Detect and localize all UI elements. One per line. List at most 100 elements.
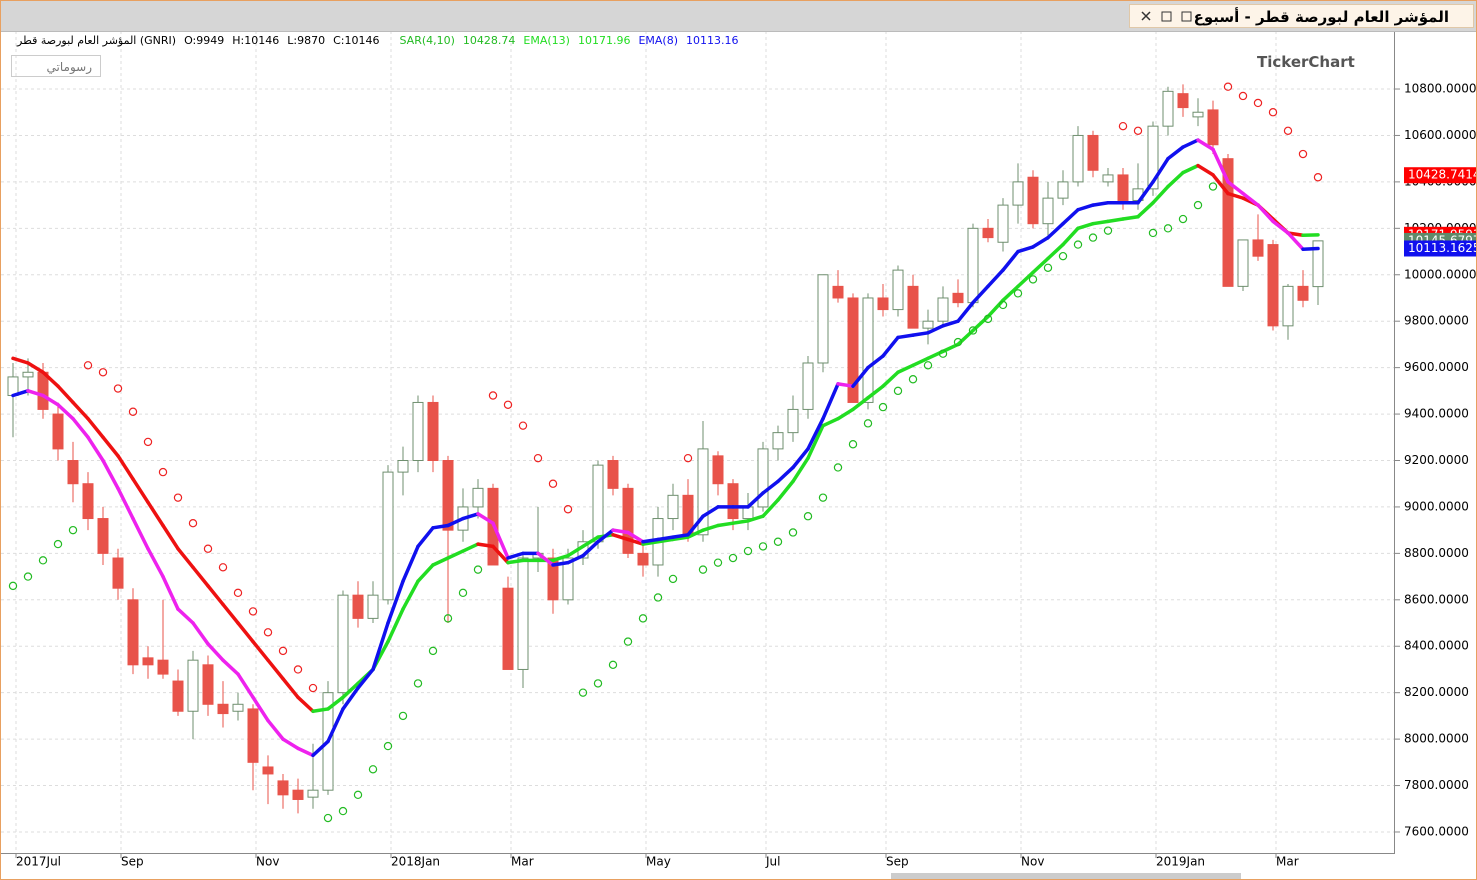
- price-tag: [1404, 167, 1476, 184]
- sar-dot: [263, 628, 273, 637]
- sar-dot: [1118, 121, 1128, 131]
- ema-line: [1301, 246, 1320, 251]
- ema-line: [1091, 219, 1110, 226]
- x-tick-label: 2018Jan: [391, 855, 440, 869]
- ohlc: O:9949: [184, 34, 225, 47]
- ema-line: [941, 319, 960, 328]
- ema-line: [1226, 191, 1245, 200]
- ema-line: [1181, 163, 1200, 175]
- ema-line: [701, 505, 720, 518]
- y-tick-label: 8200.0000: [1404, 685, 1469, 699]
- sar-dot: [1058, 251, 1068, 261]
- ema-line: [251, 639, 270, 662]
- ema-line: [461, 512, 480, 521]
- sar-dot: [908, 375, 918, 384]
- indicator-name: SAR(4,10): [399, 34, 455, 47]
- ema-line: [146, 546, 165, 579]
- ema-line: [1271, 219, 1290, 235]
- ema-line: [26, 389, 45, 398]
- candle-body: [907, 285, 919, 329]
- window-buttons[interactable]: [1140, 10, 1200, 24]
- ema-line: [71, 416, 90, 440]
- sar-dot: [953, 337, 963, 347]
- x-tick-label: Mar: [511, 855, 534, 869]
- drawings-button[interactable]: رسوماتي: [11, 55, 101, 77]
- y-tick-label: 9200.0000: [1404, 453, 1469, 467]
- ema-line: [731, 519, 750, 525]
- candle-body: [757, 448, 769, 508]
- candle-body: [697, 448, 709, 536]
- candle-body: [637, 552, 649, 566]
- ema-line: [986, 298, 1005, 319]
- candle-body: [1207, 109, 1219, 146]
- ema-line: [686, 528, 705, 539]
- ema-line: [671, 533, 690, 539]
- sar-dot: [968, 326, 978, 335]
- candle-body: [922, 320, 934, 329]
- sar-dot: [8, 581, 18, 591]
- sar-dot: [818, 493, 828, 502]
- candle-body: [1222, 158, 1234, 287]
- ema-line: [941, 342, 960, 354]
- ema-line: [1196, 163, 1215, 177]
- candle-body: [127, 599, 139, 666]
- x-tick-label: Nov: [1021, 855, 1044, 869]
- candle-body: [292, 789, 304, 800]
- ohlc: C:10146: [333, 34, 380, 47]
- candle-body: [877, 297, 889, 311]
- y-tick-label: 7800.0000: [1404, 778, 1469, 792]
- ema-line: [881, 335, 900, 358]
- sar-dot: [413, 679, 423, 688]
- sar-dot: [218, 563, 228, 572]
- sar-dot: [803, 512, 813, 521]
- sar-dot: [173, 493, 183, 502]
- candle-body: [802, 362, 814, 410]
- candle-body: [1042, 197, 1054, 225]
- scrollbar[interactable]: [891, 873, 1241, 879]
- candle-body: [517, 557, 529, 670]
- x-tick-label: Sep: [121, 855, 144, 869]
- ema-line: [161, 523, 180, 551]
- window-title: المؤشر العام لبورصة قطر - أسبوع: [1129, 4, 1474, 28]
- sar-dot: [1298, 149, 1308, 159]
- y-tick-label: 8600.0000: [1404, 592, 1469, 606]
- sar-dot: [653, 593, 663, 602]
- ema-line: [251, 695, 270, 723]
- ema-line: [746, 514, 765, 523]
- ema-line: [26, 361, 45, 375]
- sar-dot: [923, 361, 933, 370]
- candle-body: [382, 471, 394, 601]
- y-tick-label: 8000.0000: [1404, 732, 1469, 746]
- ema-line: [671, 535, 690, 542]
- candle-body: [157, 659, 169, 675]
- ema-line: [11, 356, 30, 365]
- ema-line: [191, 621, 210, 646]
- ema-line: [971, 284, 990, 305]
- ema-line: [206, 642, 225, 662]
- ema-line: [716, 521, 735, 528]
- candle-body: [1267, 244, 1279, 327]
- ema-line: [386, 607, 405, 644]
- ema-line: [281, 737, 300, 751]
- ema-line: [851, 365, 870, 388]
- candle-body: [1237, 239, 1249, 287]
- ema-line: [506, 558, 525, 565]
- candle-body: [982, 227, 994, 239]
- sar-dot: [1193, 200, 1203, 210]
- ema-line: [176, 546, 195, 570]
- indicator-name: EMA(8): [638, 34, 679, 47]
- ema-line: [1211, 173, 1230, 196]
- sar-dot: [833, 463, 843, 472]
- sar-dot: [53, 539, 63, 549]
- sar-dot: [38, 556, 48, 565]
- ema-line: [566, 553, 585, 565]
- sar-dot: [1073, 240, 1083, 249]
- ema-line: [1031, 235, 1050, 249]
- ema-line: [611, 528, 630, 535]
- sar-dot: [1013, 289, 1023, 298]
- x-tick-label: Nov: [256, 855, 279, 869]
- sar-dot: [1223, 82, 1233, 91]
- ema-line: [956, 300, 975, 323]
- candle-body: [547, 557, 559, 601]
